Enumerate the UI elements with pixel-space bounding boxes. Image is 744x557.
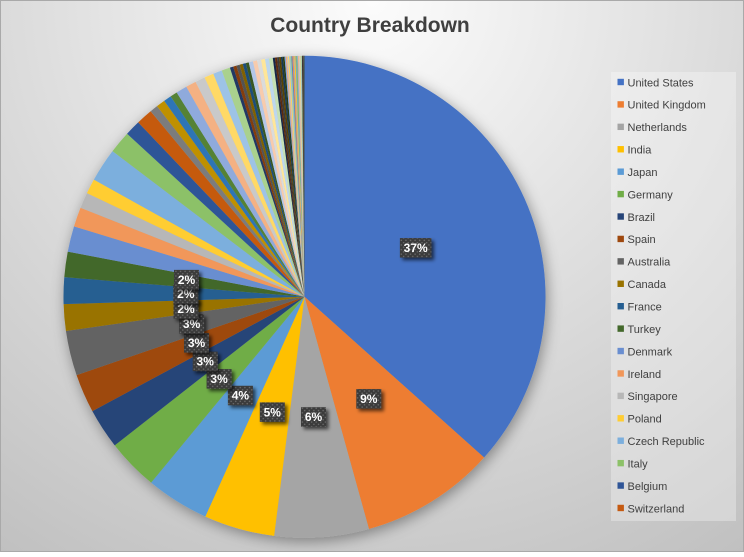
svg-text:Canada: Canada [628, 279, 667, 291]
svg-text:Country Breakdown: Country Breakdown [270, 14, 470, 37]
svg-text:Netherlands: Netherlands [628, 122, 688, 134]
svg-text:Japan: Japan [628, 167, 658, 179]
svg-text:9%: 9% [360, 392, 378, 406]
svg-text:2%: 2% [177, 302, 195, 316]
svg-text:3%: 3% [210, 372, 228, 386]
svg-text:United Kingdom: United Kingdom [628, 100, 706, 112]
svg-text:3%: 3% [188, 336, 206, 350]
svg-text:Brazil: Brazil [628, 212, 656, 224]
svg-text:United States: United States [628, 77, 695, 89]
svg-text:Australia: Australia [628, 257, 672, 269]
svg-text:3%: 3% [183, 317, 201, 331]
svg-text:Singapore: Singapore [628, 391, 678, 403]
svg-text:4%: 4% [232, 389, 250, 403]
svg-text:2%: 2% [178, 273, 196, 287]
svg-text:3%: 3% [197, 355, 215, 369]
svg-text:6%: 6% [305, 410, 323, 424]
svg-text:2%: 2% [177, 287, 195, 301]
svg-text:37%: 37% [404, 241, 428, 255]
svg-text:5%: 5% [264, 405, 282, 419]
svg-text:Czech Republic: Czech Republic [628, 436, 706, 448]
svg-text:Denmark: Denmark [628, 346, 673, 358]
svg-text:Belgium: Belgium [628, 481, 668, 493]
svg-text:Spain: Spain [628, 234, 656, 246]
svg-text:Poland: Poland [628, 414, 662, 426]
svg-text:France: France [628, 302, 662, 314]
svg-text:Ireland: Ireland [628, 369, 662, 381]
svg-text:Italy: Italy [628, 458, 649, 470]
svg-text:India: India [628, 145, 653, 157]
svg-text:Germany: Germany [628, 189, 674, 201]
svg-text:Switzerland: Switzerland [628, 503, 685, 515]
svg-text:Turkey: Turkey [628, 324, 662, 336]
